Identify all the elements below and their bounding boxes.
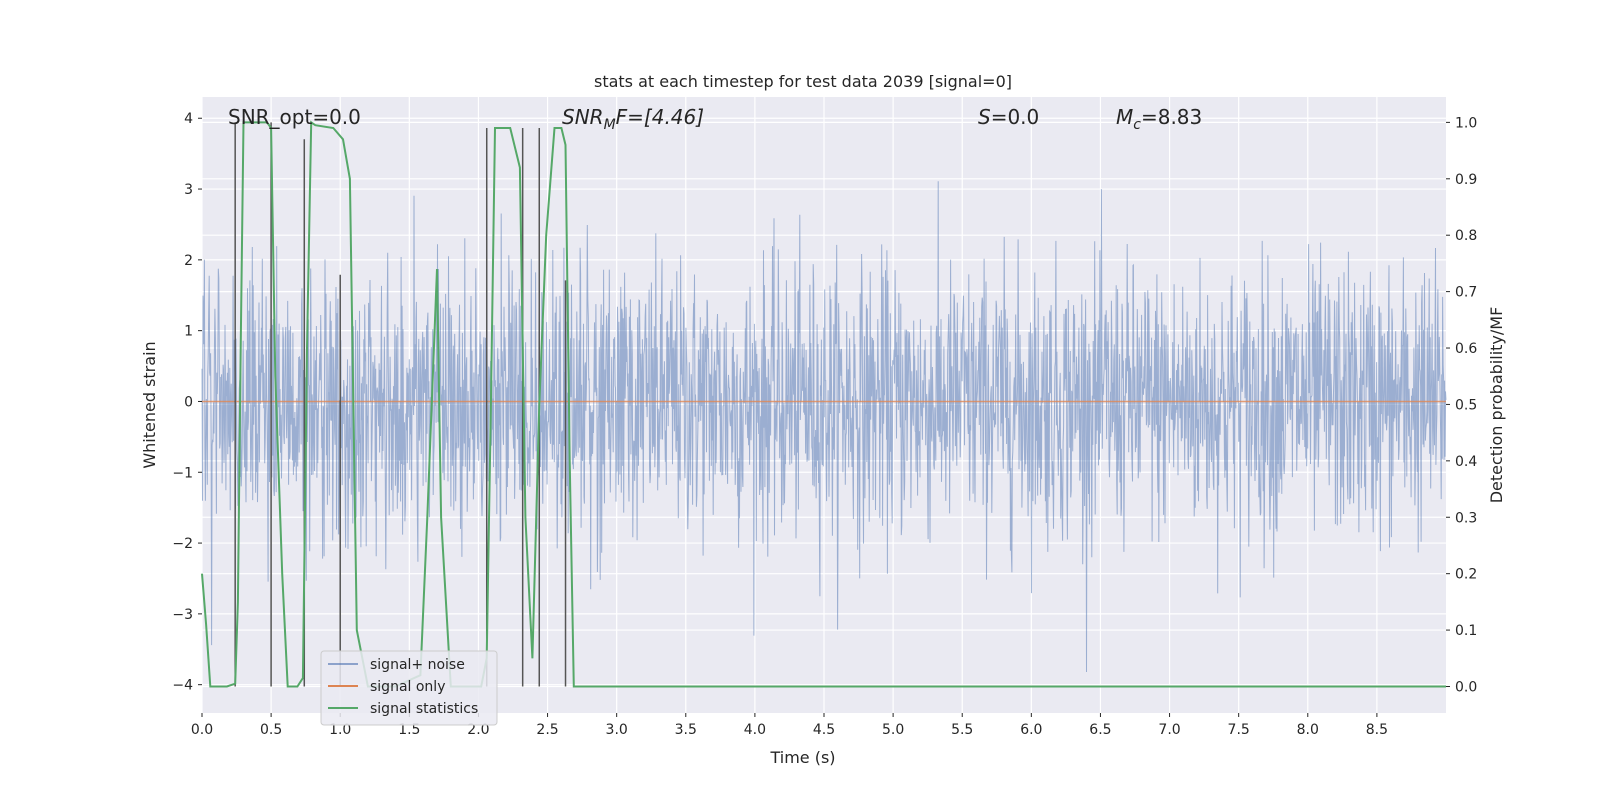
y-axis-label: Whitened strain [140, 341, 159, 468]
annotation-mc: Mc=8.83 [1116, 105, 1202, 133]
y-tick-label: 0 [184, 394, 193, 410]
y2-tick-label: 0.5 [1455, 397, 1477, 413]
mc-label: M [1116, 105, 1133, 129]
y2-tick-label: 0.1 [1455, 623, 1477, 639]
s-label: S [978, 105, 991, 129]
mc-value: =8.83 [1141, 105, 1202, 129]
x-axis-label: Time (s) [769, 748, 835, 767]
y2-tick-label: 0.8 [1455, 228, 1477, 244]
x-tick-label: 8.5 [1366, 722, 1388, 738]
y-tick-label: −2 [172, 536, 193, 552]
s-value: =0.0 [991, 105, 1040, 129]
x-tick-label: 1.0 [329, 722, 351, 738]
x-tick-label: 3.5 [675, 722, 697, 738]
y-tick-label: 2 [184, 253, 193, 269]
y-tick-label: −1 [172, 465, 193, 481]
y2-tick-label: 0.0 [1455, 679, 1477, 695]
annotation-s: S=0.0 [978, 105, 1039, 129]
noise-trace [201, 181, 1447, 673]
x-tick-label: 7.5 [1228, 722, 1250, 738]
y-tick-label: −4 [172, 678, 193, 694]
x-tick-label: 4.5 [813, 722, 835, 738]
x-tick-label: 3.0 [606, 722, 628, 738]
y2-tick-label: 0.7 [1455, 285, 1477, 301]
legend-box [320, 650, 498, 726]
y2-tick-label: 0.9 [1455, 172, 1477, 188]
annotation-snr-mf: SNRMF=[4.46] [562, 105, 704, 133]
x-tick-label: 6.5 [1089, 722, 1111, 738]
chart-title: stats at each timestep for test data 203… [594, 72, 1012, 91]
y2-tick-label: 0.2 [1455, 567, 1477, 583]
y2-tick-label: 0.6 [1455, 341, 1477, 357]
y2-axis-ticks: 1.0 0.9 0.8 0.7 0.6 0.5 0.4 0.3 0.2 0.1 0.0 [1446, 115, 1477, 695]
y-tick-label: 1 [184, 324, 193, 340]
x-tick-label: 2.0 [467, 722, 489, 738]
x-tick-label: 5.0 [882, 722, 904, 738]
y2-tick-label: 0.3 [1455, 510, 1477, 526]
snr-mf-sub: M [604, 117, 616, 133]
x-tick-label: 5.5 [951, 722, 973, 738]
y-tick-label: 3 [184, 182, 193, 198]
legend-label-signal-only: signal only [370, 679, 445, 695]
x-tick-label: 8.0 [1297, 722, 1319, 738]
y2-tick-label: 1.0 [1455, 115, 1477, 131]
snr-mf-suffix: F=[4.46] [616, 105, 704, 129]
x-tick-label: 4.0 [744, 722, 766, 738]
x-tick-label: 7.0 [1158, 722, 1180, 738]
y2-axis-label: Detection probability/MF [1487, 307, 1506, 504]
x-tick-label: 2.5 [536, 722, 558, 738]
y-tick-label: 4 [184, 111, 193, 127]
y2-tick-label: 0.4 [1455, 454, 1477, 470]
series-signal-noise [201, 181, 1447, 673]
x-tick-label: 1.5 [398, 722, 420, 738]
y-tick-label: −3 [172, 607, 193, 623]
x-tick-label: 6.0 [1020, 722, 1042, 738]
snr-mf-prefix: SNR [562, 105, 604, 129]
legend: signal+ noise signal only signal statist… [320, 650, 498, 726]
annotation-snr-opt: SNR_opt=0.0 [228, 105, 361, 129]
x-axis-ticks: 0.0 0.5 1.0 1.5 2.0 2.5 3.0 3.5 4.0 4.5 5.0 5.5 6.0 6… [191, 713, 1388, 738]
legend-label-signal-noise: signal+ noise [370, 657, 465, 673]
legend-label-signal-statistics: signal statistics [370, 701, 478, 717]
mc-sub: c [1133, 117, 1141, 133]
x-tick-label: 0.0 [191, 722, 213, 738]
y-axis-ticks: 4 3 2 1 0 −1 −2 −3 −4 [172, 111, 202, 694]
x-tick-label: 0.5 [260, 722, 282, 738]
